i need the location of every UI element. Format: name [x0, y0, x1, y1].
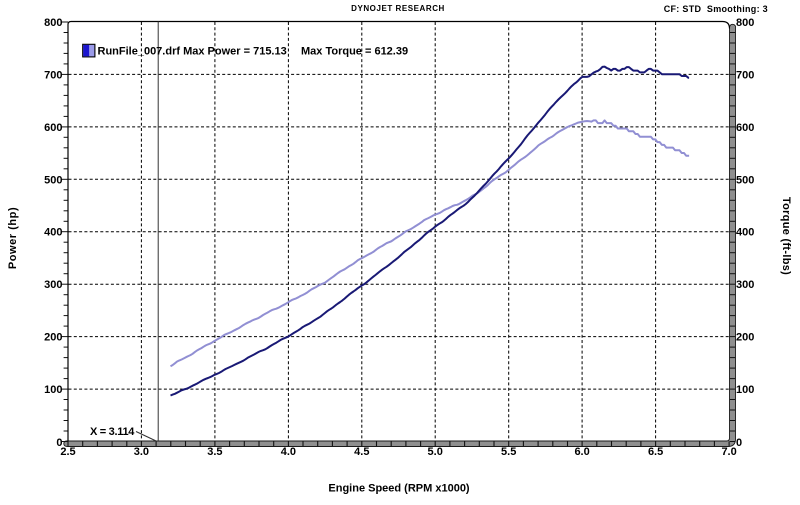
svg-text:0: 0	[56, 437, 62, 449]
svg-text:700: 700	[736, 69, 754, 81]
svg-text:5.0: 5.0	[428, 446, 443, 458]
svg-text:X = 3.114: X = 3.114	[90, 426, 135, 438]
svg-text:7.0: 7.0	[721, 446, 736, 458]
svg-text:700: 700	[44, 69, 62, 81]
svg-text:200: 200	[736, 332, 754, 344]
svg-text:CF: STD Smoothing: 3: CF: STD Smoothing: 3	[664, 4, 768, 14]
svg-text:500: 500	[736, 174, 754, 186]
svg-text:200: 200	[44, 332, 62, 344]
svg-text:100: 100	[736, 384, 754, 396]
svg-text:800: 800	[44, 17, 62, 29]
svg-text:500: 500	[44, 174, 62, 186]
svg-text:600: 600	[736, 122, 754, 134]
svg-text:100: 100	[44, 384, 62, 396]
svg-text:Torque (ft-lbs): Torque (ft-lbs)	[780, 197, 792, 275]
svg-text:6.0: 6.0	[574, 446, 589, 458]
svg-text:Engine Speed (RPM x1000): Engine Speed (RPM x1000)	[328, 483, 470, 495]
svg-text:400: 400	[736, 227, 754, 239]
svg-text:RunFile_007.drf Max Power = 71: RunFile_007.drf Max Power = 715.13	[98, 46, 287, 58]
svg-text:4.0: 4.0	[281, 446, 296, 458]
svg-text:3.0: 3.0	[134, 446, 149, 458]
svg-text:600: 600	[44, 122, 62, 134]
svg-text:4.5: 4.5	[354, 446, 369, 458]
svg-text:2.5: 2.5	[60, 446, 75, 458]
svg-text:5.5: 5.5	[501, 446, 516, 458]
svg-text:6.5: 6.5	[648, 446, 663, 458]
svg-text:300: 300	[44, 279, 62, 291]
svg-text:Max Torque = 612.39: Max Torque = 612.39	[301, 46, 408, 58]
svg-text:DYNOJET RESEARCH: DYNOJET RESEARCH	[351, 4, 445, 13]
svg-text:3.5: 3.5	[207, 446, 222, 458]
svg-text:400: 400	[44, 227, 62, 239]
svg-text:300: 300	[736, 279, 754, 291]
svg-text:Power (hp): Power (hp)	[7, 207, 19, 269]
svg-text:0: 0	[736, 437, 742, 449]
svg-text:800: 800	[736, 17, 754, 29]
